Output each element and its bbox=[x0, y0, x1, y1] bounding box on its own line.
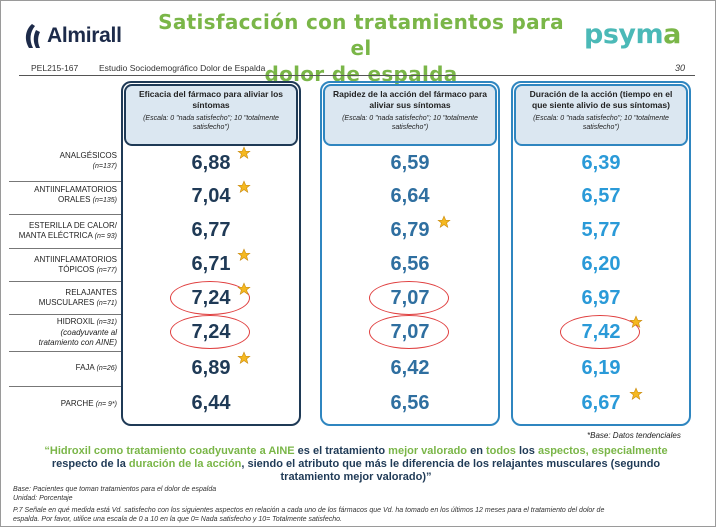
study-name: Estudio Sociodemográfico Dolor de Espald… bbox=[99, 63, 266, 73]
page-number: 30 bbox=[674, 63, 685, 73]
highlight-ring-hidroxil-duracion bbox=[560, 315, 640, 349]
psyma-logo: psyma bbox=[584, 18, 696, 54]
base-note: *Base: Datos tendenciales bbox=[587, 431, 681, 440]
star-icon bbox=[237, 248, 251, 261]
row-divider bbox=[9, 386, 121, 387]
star-icon bbox=[629, 387, 643, 400]
value-parche-duracion: 6,67 bbox=[581, 392, 621, 414]
star-icon bbox=[237, 351, 251, 364]
star-icon bbox=[237, 180, 251, 193]
value-faja-rapidez: 6,42 bbox=[390, 357, 430, 379]
value-esterilla-rapidez: 6,79 bbox=[390, 219, 430, 241]
highlight-ring-relajantes-rapidez bbox=[369, 281, 449, 315]
value-parche-eficacia: 6,44 bbox=[191, 392, 231, 414]
footer-base: Base: Pacientes que toman tratamientos p… bbox=[13, 486, 217, 493]
column-frame-duracion bbox=[511, 81, 691, 426]
row-divider bbox=[9, 214, 121, 215]
value-relajantes-duracion: 6,97 bbox=[581, 287, 621, 309]
column-frame-rapidez bbox=[320, 81, 500, 426]
almirall-mark-icon bbox=[25, 24, 40, 48]
value-antiinflamatorios-topicos-rapidez: 6,56 bbox=[390, 253, 430, 275]
star-icon bbox=[237, 282, 251, 295]
row-divider bbox=[9, 248, 121, 249]
footer-question: P.7 Señale en qué medida está Vd. satisf… bbox=[13, 507, 605, 523]
almirall-logo: Almirall bbox=[21, 19, 122, 53]
row-divider bbox=[9, 314, 121, 315]
row-label-antiinflamatorios-orales: ANTIINFLAMATORIOS ORALES (n=135) bbox=[34, 185, 117, 204]
value-faja-eficacia: 6,89 bbox=[191, 357, 231, 379]
title-line-1: Satisfacción con tratamientos para el bbox=[158, 10, 564, 60]
value-analgesicos-rapidez: 6,59 bbox=[390, 152, 430, 174]
star-icon bbox=[437, 215, 451, 228]
value-analgesicos-eficacia: 6,88 bbox=[191, 152, 231, 174]
almirall-wordmark: Almirall bbox=[47, 24, 122, 47]
star-icon bbox=[629, 315, 643, 328]
column-frame-eficacia bbox=[121, 81, 301, 426]
value-analgesicos-duracion: 6,39 bbox=[581, 152, 621, 174]
value-esterilla-eficacia: 6,77 bbox=[191, 219, 231, 241]
value-parche-rapidez: 6,56 bbox=[390, 392, 430, 414]
psyma-wordmark: psyma bbox=[584, 19, 681, 50]
header-divider bbox=[19, 75, 695, 76]
value-antiinflamatorios-orales-duracion: 6,57 bbox=[581, 185, 621, 207]
row-label-esterilla: ESTERILLA DE CALOR/ MANTA ELÉCTRICA (n= … bbox=[18, 221, 117, 240]
value-antiinflamatorios-orales-rapidez: 6,64 bbox=[390, 185, 430, 207]
row-label-parche: PARCHE (n= 9*) bbox=[60, 399, 117, 408]
value-antiinflamatorios-orales-eficacia: 7,04 bbox=[191, 185, 231, 207]
row-divider bbox=[9, 351, 121, 352]
conclusion-quote: “Hidroxil como tratamiento coadyuvante a… bbox=[44, 445, 668, 483]
column-header-eficacia: Eficacia del fármaco para aliviar los sí… bbox=[124, 84, 298, 146]
study-subheader: PEL215-167 Estudio Sociodemográfico Dolo… bbox=[19, 61, 691, 76]
column-header-rapidez: Rapidez de la acción del fármaco para al… bbox=[323, 84, 497, 146]
value-faja-duracion: 6,19 bbox=[581, 357, 621, 379]
row-label-hidroxil: HIDROXIL (n=31) (coadyuvante al tratamie… bbox=[38, 317, 117, 347]
row-label-analgesicos: ANALGÉSICOS (n=137) bbox=[59, 151, 117, 170]
row-label-relajantes: RELAJANTES MUSCULARES (n=71) bbox=[38, 288, 117, 307]
star-icon bbox=[237, 146, 251, 159]
highlight-ring-hidroxil-eficacia bbox=[170, 315, 250, 349]
column-header-duracion: Duración de la acción (tiempo en el que … bbox=[514, 84, 688, 146]
value-antiinflamatorios-topicos-duracion: 6,20 bbox=[581, 253, 621, 275]
row-label-antiinflamatorios-topicos: ANTIINFLAMATORIOS TÓPICOS (n=77) bbox=[34, 255, 117, 274]
row-divider bbox=[9, 281, 121, 282]
highlight-ring-hidroxil-rapidez bbox=[369, 315, 449, 349]
value-esterilla-duracion: 5,77 bbox=[581, 219, 621, 241]
study-code: PEL215-167 bbox=[31, 63, 79, 73]
row-divider bbox=[9, 181, 121, 182]
value-antiinflamatorios-topicos-eficacia: 6,71 bbox=[191, 253, 231, 275]
row-label-faja: FAJA (n=26) bbox=[75, 363, 117, 372]
footer-unit: Unidad: Porcentaje bbox=[13, 495, 73, 502]
